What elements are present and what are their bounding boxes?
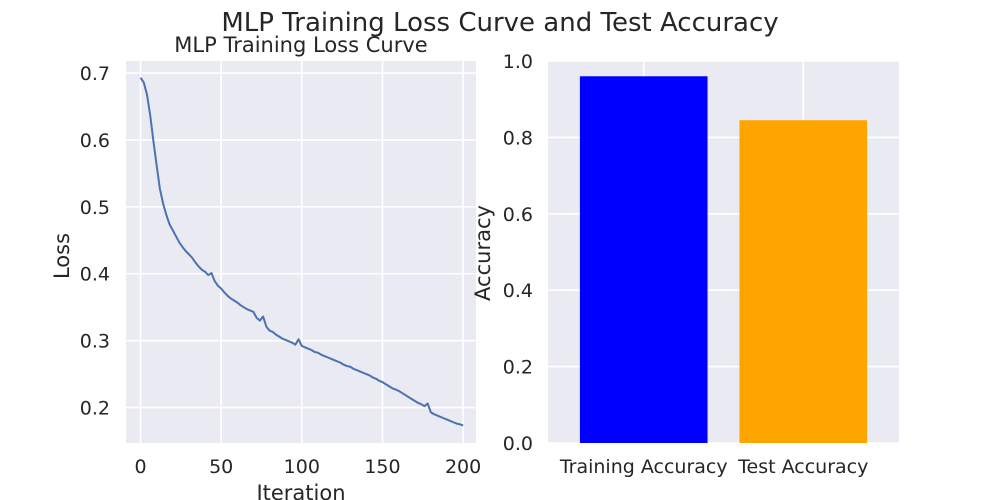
loss-chart-title: MLP Training Loss Curve [174, 33, 427, 57]
x-tick-label: 150 [364, 456, 400, 478]
loss-line [139, 77, 464, 427]
y-tick-label: 0.0 [503, 433, 533, 455]
y-tick-label: 1.0 [503, 51, 533, 73]
x-tick-label: 200 [445, 456, 481, 478]
y-tick-label: 0.8 [503, 127, 533, 149]
loss-plot-area [126, 61, 476, 443]
loss-chart: 0 50 100 150 200 0.2 0.3 0.4 0.5 0.6 0.7 MLP Trai… [50, 33, 481, 500]
accuracy-y-ticks: 0.0 0.2 0.4 0.6 0.8 1.0 [503, 51, 533, 455]
bar-training-accuracy [579, 76, 708, 443]
x-tick-label: 100 [284, 456, 320, 478]
x-tick-label: 50 [209, 456, 233, 478]
accuracy-x-ticks: Training Accuracy Test Accuracy [559, 456, 869, 478]
y-tick-label: 0.3 [80, 331, 110, 353]
bar-test-accuracy [739, 120, 868, 444]
loss-y-ticks: 0.2 0.3 0.4 0.5 0.6 0.7 [80, 63, 110, 420]
y-tick-label: 0.4 [80, 264, 110, 286]
loss-y-label: Loss [50, 233, 74, 279]
x-tick-label: Training Accuracy [559, 456, 728, 478]
y-tick-label: 0.2 [503, 357, 533, 379]
accuracy-bars [579, 76, 868, 444]
x-tick-label: Test Accuracy [737, 456, 868, 478]
y-tick-label: 0.4 [503, 280, 533, 302]
loss-grid [126, 61, 476, 443]
y-tick-label: 0.5 [80, 197, 110, 219]
loss-x-label: Iteration [256, 481, 345, 500]
loss-x-ticks: 0 50 100 150 200 [134, 456, 481, 478]
x-tick-label: 0 [134, 456, 146, 478]
y-tick-label: 0.2 [80, 398, 110, 420]
y-tick-label: 0.7 [80, 63, 110, 85]
accuracy-chart: Training Accuracy Test Accuracy 0.0 0.2 0.4… [471, 51, 899, 478]
accuracy-y-label: Accuracy [471, 205, 495, 301]
figure-title: MLP Training Loss Curve and Test Accurac… [221, 8, 778, 38]
y-tick-label: 0.6 [503, 204, 533, 226]
y-tick-label: 0.6 [80, 130, 110, 152]
